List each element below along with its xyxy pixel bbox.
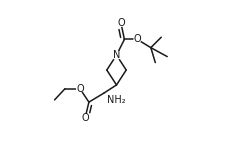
Circle shape	[134, 36, 141, 43]
Text: O: O	[81, 113, 89, 123]
Text: O: O	[76, 84, 84, 94]
Text: O: O	[117, 18, 125, 28]
Text: NH₂: NH₂	[107, 95, 126, 105]
Circle shape	[82, 114, 89, 121]
Circle shape	[112, 51, 121, 59]
Circle shape	[77, 85, 83, 92]
Bar	[108, 94, 125, 102]
Text: N: N	[113, 50, 120, 60]
Circle shape	[118, 20, 124, 26]
Text: O: O	[134, 35, 141, 44]
